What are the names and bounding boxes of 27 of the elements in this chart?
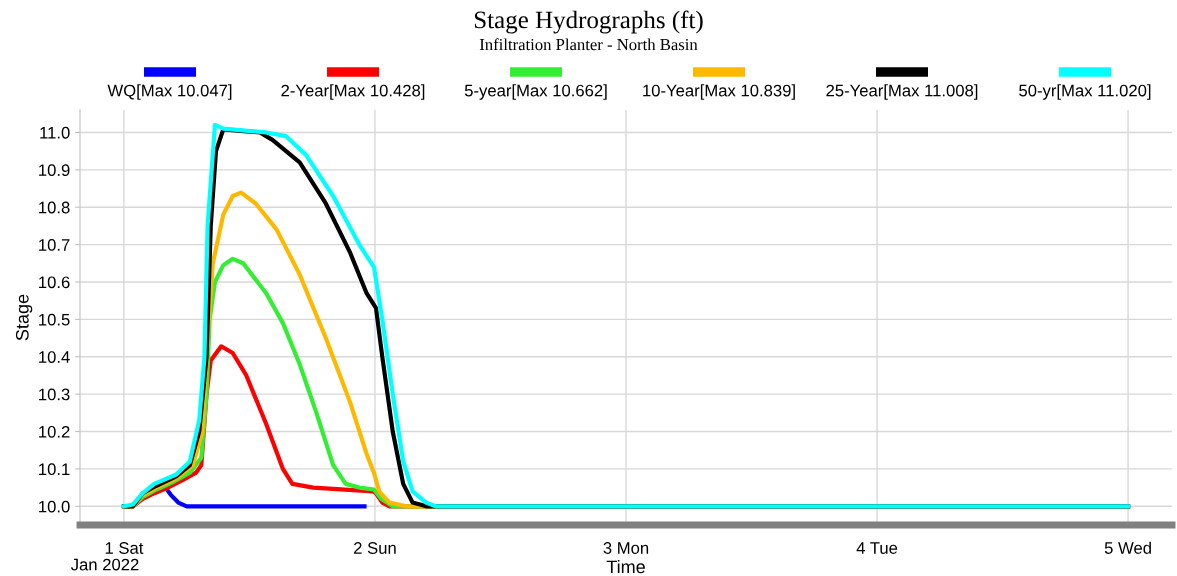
- y-axis-title: Stage: [15, 294, 33, 341]
- x-tick-label: 1 Sat: [105, 542, 144, 554]
- legend-label: 10-Year[Max 10.839]: [643, 84, 795, 100]
- y-tick-label: 10.4: [39, 351, 70, 363]
- x-tick-label: 2 Sun: [354, 542, 396, 554]
- x-tick-label: 3 Mon: [603, 542, 649, 554]
- legend-label: 2-Year[Max 10.428]: [281, 84, 425, 100]
- y-tick-label: 10.8: [39, 201, 70, 214]
- legend-label: 25-Year[Max 11.008]: [826, 84, 978, 100]
- legend-label: WQ[Max 10.047]: [107, 84, 232, 100]
- legend-label: 50-yr[Max 11.020]: [1019, 84, 1151, 100]
- y-tick-label: 11.0: [40, 126, 70, 139]
- text: Jan 2022: [70, 558, 139, 571]
- y-tick-label: 10.3: [39, 388, 70, 401]
- y-tick-label: 10.1: [39, 463, 70, 476]
- chart-title: Stage Hydrographs (ft): [474, 10, 703, 34]
- legend-label: 5-year[Max 10.662]: [464, 84, 607, 100]
- y-tick-label: 10.5: [39, 313, 70, 326]
- chart-subtitle: Infiltration Planter - North Basin: [479, 38, 698, 51]
- x-tick-label: 4 Tue: [856, 542, 898, 554]
- y-tick-label: 10.7: [39, 239, 70, 251]
- y-tick-label: 10.2: [39, 425, 70, 438]
- y-tick-label: 10.9: [39, 164, 70, 177]
- x-tick-label: 5 Wed: [1104, 541, 1151, 554]
- x-axis-title: Time: [606, 559, 645, 574]
- y-tick-label: 10.6: [39, 276, 70, 289]
- y-tick-label: 10.0: [39, 500, 70, 513]
